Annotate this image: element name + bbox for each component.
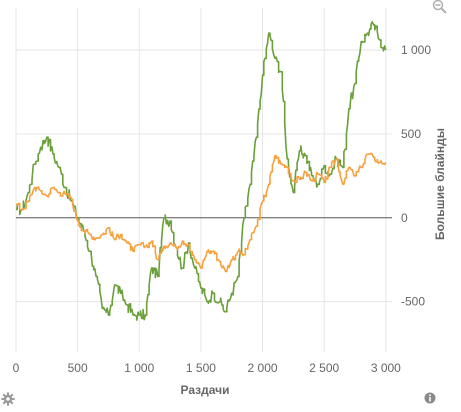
y-tick-label: 500 bbox=[401, 127, 421, 141]
y-tick-label: 1 000 bbox=[401, 43, 431, 57]
x-tick-label: 3 000 bbox=[371, 361, 401, 375]
y-axis-ticks: -500 0 500 1 000 bbox=[401, 43, 431, 309]
x-tick-label: 1 500 bbox=[186, 361, 216, 375]
x-tick-label: 0 bbox=[13, 361, 20, 375]
x-tick-label: 2 000 bbox=[248, 361, 278, 375]
series-layer bbox=[16, 21, 387, 321]
grid-lines bbox=[15, 8, 392, 352]
x-tick-label: 500 bbox=[68, 361, 88, 375]
x-tick-label: 1 000 bbox=[124, 361, 154, 375]
gear-icon[interactable] bbox=[1, 392, 15, 406]
y-tick-label: -500 bbox=[401, 295, 425, 309]
x-tick-label: 2 500 bbox=[309, 361, 339, 375]
info-icon[interactable] bbox=[424, 392, 436, 404]
series-line-2 bbox=[16, 152, 387, 273]
y-axis-title: Большие блайнды bbox=[433, 128, 447, 240]
series-line-1 bbox=[16, 21, 387, 321]
y-tick-label: 0 bbox=[401, 211, 408, 225]
x-axis-title: Раздачи bbox=[181, 383, 230, 397]
zoom-out-icon[interactable] bbox=[432, 0, 448, 14]
x-axis-ticks: 0 500 1 000 1 500 2 000 2 500 3 000 bbox=[13, 361, 402, 375]
